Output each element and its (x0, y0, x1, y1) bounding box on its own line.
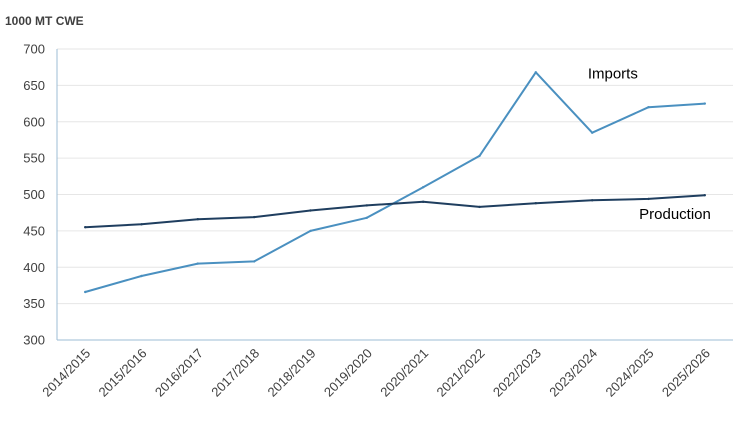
y-tick-label: 650 (23, 78, 45, 93)
x-tick-label: 2017/2018 (208, 346, 262, 400)
x-tick-label: 2025/2026 (659, 346, 713, 400)
x-tick-label: 2022/2023 (490, 346, 544, 400)
y-tick-label: 450 (23, 223, 45, 238)
data-point-imports (647, 106, 650, 109)
x-tick-label: 2024/2025 (603, 346, 657, 400)
gridlines (57, 48, 733, 305)
x-tick-labels: 2014/2015 2015/2016 2016/2017 2017/2018 2018… (39, 346, 713, 400)
data-point-imports (591, 131, 594, 134)
data-point-imports (365, 216, 368, 219)
data-point-imports (534, 71, 537, 74)
data-point-production (703, 194, 706, 197)
data-point-imports (140, 274, 143, 278)
x-tick-label: 2020/2021 (377, 346, 431, 400)
data-point-imports (309, 229, 312, 233)
series-line-imports (84, 71, 705, 293)
axes (56, 49, 733, 341)
data-point-production (422, 200, 425, 203)
y-unit-label: 1000 MT CWE (5, 14, 84, 28)
y-tick-label: 600 (23, 114, 45, 129)
y-tick-label: 550 (23, 151, 45, 166)
data-point-imports (703, 102, 706, 105)
series-label-production: Production (639, 206, 711, 223)
data-point-imports (196, 262, 199, 265)
data-point-production (647, 197, 650, 201)
series-lines (84, 71, 706, 294)
data-point-imports (84, 290, 87, 294)
series-label-imports: Imports (588, 66, 638, 83)
data-point-production (140, 223, 143, 226)
data-point-production (365, 204, 368, 207)
series-labels: Imports Production (588, 66, 711, 223)
x-tick-label: 2018/2019 (265, 346, 319, 400)
data-point-production (196, 218, 199, 221)
data-point-imports (478, 154, 481, 158)
y-tick-label: 300 (23, 333, 45, 348)
y-tick-label: 500 (23, 187, 45, 202)
y-tick-label: 350 (23, 296, 45, 311)
data-point-imports (422, 186, 425, 189)
data-point-production (478, 205, 481, 209)
x-tick-label: 2016/2017 (152, 346, 206, 400)
data-point-production (84, 226, 87, 229)
series-line-production (85, 194, 705, 229)
data-point-production (534, 202, 537, 205)
y-tick-label: 700 (23, 42, 45, 57)
y-tick-label: 400 (23, 260, 45, 275)
x-tick-label: 2021/2022 (434, 346, 488, 400)
data-point-production (309, 209, 312, 212)
data-point-production (253, 215, 256, 219)
data-point-production (591, 199, 594, 202)
data-point-imports (253, 260, 256, 263)
x-tick-label: 2014/2015 (39, 346, 93, 400)
x-tick-label: 2023/2024 (546, 346, 600, 400)
y-tick-labels: 300 350 400 450 500 550 600 650 700 (23, 42, 45, 348)
x-tick-label: 2015/2016 (96, 346, 150, 400)
x-tick-label: 2019/2020 (321, 346, 375, 400)
